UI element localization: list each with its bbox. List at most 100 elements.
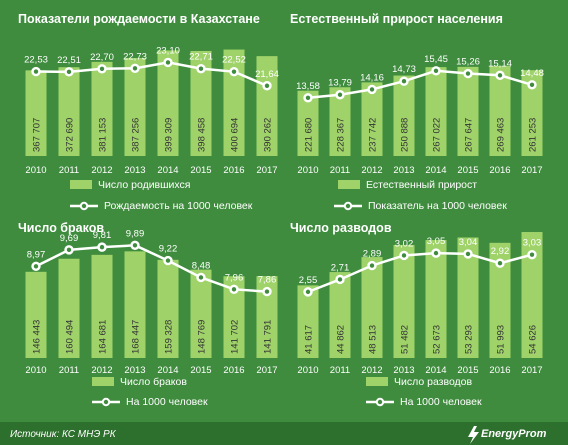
- x-tick-label: 2015: [190, 365, 211, 376]
- x-tick-label: 2010: [25, 365, 46, 376]
- legend-bar-label: Число родившихся: [98, 179, 191, 191]
- x-tick-label: 2016: [223, 165, 244, 176]
- x-tick-label: 2015: [190, 165, 211, 176]
- line-value-label: 8,97: [27, 249, 46, 260]
- series-line: [35, 244, 268, 293]
- bar: [521, 232, 543, 358]
- bar: [58, 258, 80, 358]
- x-tick-label: 2010: [25, 165, 46, 176]
- legend-bar-swatch: [338, 180, 360, 189]
- bar: [124, 251, 146, 358]
- line-value-label: 2,71: [331, 262, 350, 273]
- line-value-label: 22,70: [90, 52, 114, 63]
- line-value-label: 22,71: [189, 52, 213, 63]
- x-tick-label: 2012: [361, 365, 382, 376]
- line-value-label: 14,16: [360, 72, 384, 83]
- line-point-inner: [497, 261, 503, 266]
- line-point-inner: [165, 60, 171, 65]
- bar: [393, 244, 415, 358]
- line-point-inner: [231, 69, 237, 74]
- x-tick-label: 2014: [157, 165, 178, 176]
- bar-value-label: 399 309: [164, 118, 175, 152]
- chart-panel-1: Показатели рождаемости в Казахстане 367 7…: [18, 12, 279, 212]
- line-value-label: 2,92: [491, 246, 510, 257]
- line-point-inner: [401, 253, 407, 258]
- x-tick-label: 2011: [330, 165, 350, 176]
- x-tick-label: 2011: [59, 365, 79, 376]
- bar: [521, 70, 543, 156]
- legend-line-marker-inner: [345, 203, 351, 209]
- bar: [393, 75, 415, 156]
- bar: [425, 240, 447, 358]
- line-point-inner: [99, 66, 105, 72]
- bar-value-label: 387 256: [131, 118, 142, 152]
- line-value-label: 9,89: [126, 228, 145, 239]
- line-point-inner: [33, 69, 39, 74]
- line-point-inner: [33, 264, 39, 269]
- bar: [489, 65, 511, 156]
- bar: [297, 90, 319, 156]
- x-tick-label: 2010: [297, 165, 318, 176]
- line-point-inner: [465, 251, 471, 257]
- brand-name: EnergyProm: [481, 428, 547, 440]
- line-value-label: 3,03: [523, 238, 542, 249]
- line-point-inner: [401, 78, 407, 84]
- line-value-label: 15,26: [456, 57, 480, 68]
- bar: [256, 276, 278, 358]
- chart-title: Показатели рождаемости в Казахстане: [18, 12, 260, 26]
- bar: [256, 56, 278, 156]
- x-tick-label: 2017: [256, 165, 277, 176]
- legend-bar-swatch: [70, 180, 92, 189]
- line-point-inner: [305, 289, 311, 295]
- bar-value-label: 148 769: [197, 320, 208, 354]
- line-point-inner: [198, 66, 204, 71]
- line-point-inner: [132, 243, 138, 248]
- line-value-label: 9,69: [60, 233, 79, 244]
- series-line: [307, 69, 533, 100]
- x-tick-label: 2017: [521, 365, 542, 376]
- line-value-label: 22,52: [222, 55, 246, 66]
- bar: [190, 269, 212, 358]
- x-tick-label: 2012: [91, 165, 112, 176]
- bar-value-label: 41 617: [304, 325, 315, 354]
- legend-bar-swatch: [92, 377, 114, 386]
- x-tick-label: 2012: [91, 365, 112, 376]
- line-point-inner: [433, 250, 439, 256]
- line-point-inner: [132, 66, 138, 71]
- bar-value-label: 146 443: [32, 320, 43, 354]
- bar: [361, 82, 383, 156]
- line-point-inner: [337, 277, 343, 282]
- bar: [425, 67, 447, 156]
- bar-value-label: 400 694: [230, 118, 241, 152]
- legend-line-label: На 1000 человек: [126, 396, 208, 408]
- footer-bar: [0, 422, 568, 445]
- legend-line-marker-inner: [81, 203, 87, 209]
- chart-title: Естественный прирост населения: [290, 12, 503, 26]
- chart-panel-3: Число браков 146 443 160 494 164 681 168 447…: [18, 221, 278, 408]
- line-value-label: 13,79: [328, 78, 352, 89]
- x-tick-label: 2013: [124, 165, 145, 176]
- line-point-inner: [337, 92, 343, 97]
- x-tick-label: 2013: [124, 365, 145, 376]
- bar-value-label: 261 253: [528, 118, 539, 152]
- bar: [157, 259, 179, 358]
- bar-value-label: 237 742: [368, 118, 379, 152]
- bar-value-label: 228 367: [336, 118, 347, 152]
- x-tick-label: 2016: [489, 165, 510, 176]
- chart-title: Число разводов: [290, 221, 392, 235]
- lightning-icon: [468, 426, 479, 444]
- x-tick-label: 2016: [223, 365, 244, 376]
- bar-value-label: 381 153: [98, 118, 109, 152]
- bar: [457, 66, 479, 156]
- line-value-label: 23,10: [156, 45, 180, 56]
- x-tick-label: 2017: [256, 365, 277, 376]
- bar-value-label: 54 626: [528, 325, 539, 354]
- x-tick-label: 2011: [59, 165, 79, 176]
- x-tick-label: 2015: [457, 365, 478, 376]
- bar: [25, 70, 47, 156]
- bar-value-label: 51 993: [496, 325, 507, 354]
- bar-value-label: 48 513: [368, 325, 379, 354]
- legend-bar-label: Число браков: [120, 376, 187, 388]
- bar-value-label: 52 673: [432, 325, 443, 354]
